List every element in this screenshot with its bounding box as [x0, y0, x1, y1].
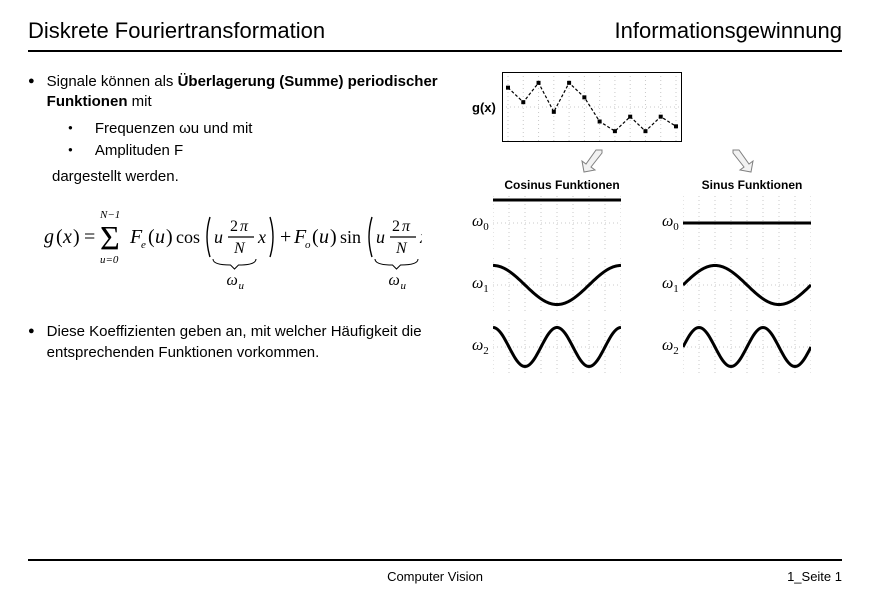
svg-text:u: u	[401, 280, 407, 292]
svg-text:u: u	[214, 227, 223, 247]
title-left: Diskrete Fouriertransformation	[28, 18, 325, 44]
wave-row: ω0	[662, 196, 842, 250]
slide: Diskrete Fouriertransformation Informati…	[0, 0, 870, 600]
sub-bullet-1: Frequenzen ωu und mit	[68, 119, 458, 139]
wave-row: ω1	[662, 258, 842, 312]
omega-label: ω0	[662, 213, 679, 233]
svg-text:(: (	[56, 226, 63, 248]
svg-text:2: 2	[230, 218, 238, 235]
svg-text:=: =	[84, 226, 95, 248]
left-column: Signale können als Überlagerung (Summe) …	[28, 72, 458, 374]
footer-center: Computer Vision	[387, 569, 483, 584]
svg-text:): )	[73, 226, 80, 248]
formula-svg: g(x)=ΣN−1u=0Fe(u)cosu2πNxωu+Fo(u)sinu2πN…	[42, 201, 422, 297]
wave-plot	[683, 196, 811, 250]
svg-text:π: π	[402, 218, 411, 235]
arrow-right-icon	[725, 148, 755, 174]
cos-column: ω0 ω1 ω2	[472, 196, 652, 374]
svg-text:Σ: Σ	[100, 220, 120, 257]
svg-text:u: u	[319, 226, 329, 248]
decompose-arrows	[472, 148, 842, 176]
svg-text:(: (	[148, 226, 155, 248]
wave-row: ω2	[472, 320, 652, 374]
formula: g(x)=ΣN−1u=0Fe(u)cosu2πNxωu+Fo(u)sinu2πN…	[42, 201, 458, 302]
svg-text:ω: ω	[227, 272, 238, 289]
closing-text: dargestellt werden.	[52, 167, 458, 187]
svg-text:N: N	[395, 240, 408, 257]
arrow-left-icon	[580, 148, 610, 174]
sin-header: Sinus Funktionen	[662, 178, 842, 192]
svg-text:x: x	[257, 227, 266, 247]
bullet-1: Signale können als Überlagerung (Summe) …	[28, 72, 458, 113]
svg-text:): )	[330, 226, 337, 248]
gx-plot	[502, 72, 682, 142]
wave-plot	[683, 258, 811, 312]
omega-label: ω0	[472, 213, 489, 233]
body: Signale können als Überlagerung (Summe) …	[28, 72, 842, 374]
header: Diskrete Fouriertransformation Informati…	[28, 18, 842, 52]
cos-header: Cosinus Funktionen	[472, 178, 652, 192]
svg-text:ω: ω	[389, 272, 400, 289]
wave-grid: ω0 ω1 ω2 ω0 ω1 ω2	[472, 196, 842, 374]
svg-text:o: o	[305, 239, 311, 251]
gx-label: g(x)	[472, 100, 496, 115]
svg-text:N: N	[233, 240, 246, 257]
bullet-1-post: mit	[127, 93, 151, 110]
wave-plot	[493, 320, 621, 374]
omega-label: ω1	[472, 275, 489, 295]
svg-text:x: x	[62, 226, 72, 248]
svg-text:+: +	[280, 226, 291, 248]
svg-text:u=0: u=0	[100, 254, 119, 266]
svg-text:e: e	[141, 239, 146, 251]
bullet-2: Diese Koeffizienten geben an, mit welche…	[28, 322, 458, 363]
svg-text:π: π	[240, 218, 249, 235]
omega-label: ω2	[472, 337, 489, 357]
omega-label: ω2	[662, 337, 679, 357]
column-headers: Cosinus Funktionen Sinus Funktionen	[472, 178, 842, 192]
title-right: Informationsgewinnung	[615, 18, 842, 44]
svg-text:2: 2	[392, 218, 400, 235]
wave-row: ω1	[472, 258, 652, 312]
omega-label: ω1	[662, 275, 679, 295]
right-column: g(x) Cosinus Funktionen Sinus Funktionen…	[472, 72, 842, 374]
bullet-1-pre: Signale können als	[47, 73, 178, 90]
svg-text:u: u	[376, 227, 385, 247]
wave-plot	[493, 258, 621, 312]
wave-row: ω2	[662, 320, 842, 374]
svg-text:u: u	[155, 226, 165, 248]
footer-right: 1_Seite 1	[787, 569, 842, 584]
footer: Computer Vision 1_Seite 1	[28, 559, 842, 584]
wave-row: ω0	[472, 196, 652, 250]
svg-text:u: u	[239, 280, 245, 292]
wave-plot	[493, 196, 621, 250]
svg-text:N−1: N−1	[99, 209, 120, 221]
svg-text:cos: cos	[176, 227, 200, 247]
sub-bullet-2: Amplituden F	[68, 141, 458, 161]
sin-column: ω0 ω1 ω2	[662, 196, 842, 374]
gx-row: g(x)	[472, 72, 842, 142]
svg-text:x: x	[419, 227, 422, 247]
svg-text:(: (	[312, 226, 319, 248]
svg-text:sin: sin	[340, 227, 361, 247]
wave-plot	[683, 320, 811, 374]
svg-text:g: g	[44, 226, 54, 248]
svg-text:): )	[166, 226, 173, 248]
